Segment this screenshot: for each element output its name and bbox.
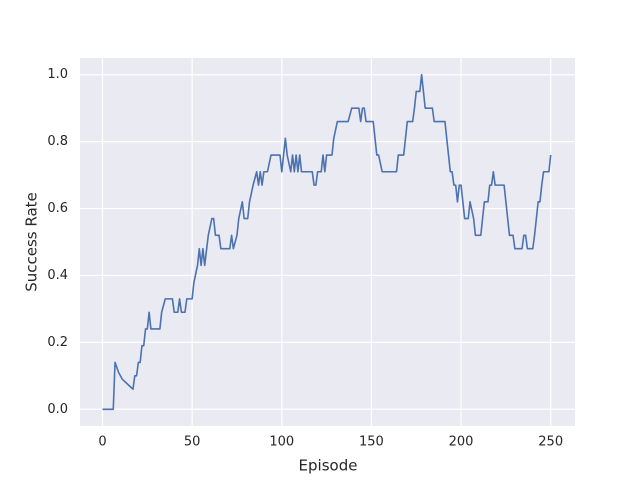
x-tick-label: 100 <box>269 435 294 450</box>
y-axis-label: Success Rate <box>23 192 41 292</box>
x-tick-label: 150 <box>359 435 384 450</box>
x-axis-label: Episode <box>299 457 358 475</box>
y-tick-label: 0.4 <box>47 268 68 283</box>
y-tick-label: 0.8 <box>47 134 68 149</box>
y-tick-label: 0.2 <box>47 335 68 350</box>
data-line <box>102 73 552 411</box>
y-tick-label: 1.0 <box>47 67 68 82</box>
x-tick-label: 0 <box>98 435 106 450</box>
plot-area <box>80 58 575 426</box>
x-tick-label: 250 <box>538 435 563 450</box>
x-tick-label: 50 <box>184 435 201 450</box>
x-tick-label: 200 <box>449 435 474 450</box>
y-tick-label: 0.0 <box>47 402 68 417</box>
y-tick-label: 0.6 <box>47 201 68 216</box>
